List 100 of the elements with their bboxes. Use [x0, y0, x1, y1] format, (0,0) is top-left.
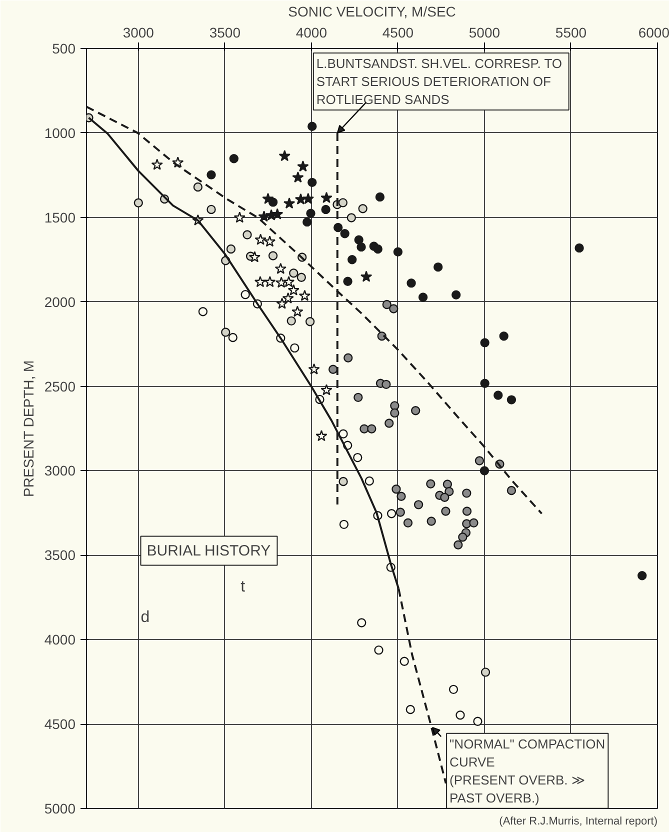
- point: [474, 456, 484, 466]
- x-tick-label: 4000: [296, 24, 328, 40]
- y-tick-label: 2000: [44, 294, 76, 310]
- point: [442, 480, 452, 489]
- point: [282, 292, 294, 304]
- point: [234, 212, 246, 223]
- point: [382, 300, 392, 310]
- point: [340, 229, 350, 238]
- point: [414, 500, 424, 510]
- point: [480, 466, 490, 476]
- point: [338, 476, 348, 486]
- point: [456, 710, 465, 720]
- point: [389, 304, 398, 314]
- point: [242, 230, 252, 240]
- point: [373, 244, 382, 254]
- point: [328, 364, 338, 374]
- y-tick-label: 4500: [44, 716, 76, 732]
- point: [206, 204, 216, 214]
- point: [282, 276, 295, 288]
- point: [462, 488, 472, 498]
- point: [375, 192, 385, 202]
- point: [357, 618, 366, 628]
- annotation: d: [140, 609, 150, 626]
- point: [469, 518, 478, 528]
- point: [302, 217, 312, 227]
- point: [480, 378, 490, 388]
- point: [458, 532, 468, 542]
- point: [384, 418, 394, 428]
- point: [283, 197, 296, 209]
- point: [426, 479, 436, 488]
- point: [297, 160, 309, 172]
- point: [444, 486, 454, 496]
- point: [134, 198, 144, 208]
- y-tick-label: 5000: [44, 800, 76, 816]
- point: [338, 198, 348, 208]
- point: [278, 150, 290, 162]
- x-axis-title: SONIC VELOCITY, M/SEC: [288, 4, 456, 20]
- point: [448, 684, 458, 694]
- point: [288, 284, 300, 296]
- x-tick-label: 6000: [638, 24, 669, 40]
- point: [221, 328, 230, 337]
- point: [298, 290, 311, 301]
- point: [193, 182, 203, 192]
- point: [338, 429, 348, 438]
- point: [638, 571, 647, 580]
- point: [228, 332, 238, 342]
- point: [480, 668, 490, 677]
- point: [320, 384, 332, 396]
- point: [343, 276, 352, 286]
- point: [367, 424, 376, 434]
- point: [276, 298, 288, 309]
- text: (After R.J.Murris, Internal report): [499, 816, 658, 828]
- y-tick-label: 2500: [44, 378, 76, 394]
- point: [418, 292, 428, 302]
- point: [262, 192, 274, 204]
- point: [264, 276, 276, 288]
- point: [339, 520, 349, 530]
- point: [499, 332, 508, 341]
- point: [292, 171, 304, 183]
- point: [392, 484, 401, 494]
- point: [506, 486, 516, 496]
- point: [374, 645, 384, 655]
- point: [356, 242, 366, 252]
- point: [360, 424, 369, 434]
- point: [473, 716, 482, 726]
- point: [403, 518, 413, 528]
- x-tick-label: 4500: [382, 24, 414, 40]
- point: [296, 272, 306, 282]
- point: [396, 492, 406, 501]
- point: [406, 278, 416, 288]
- point: [248, 251, 261, 262]
- point: [254, 276, 266, 288]
- point: [434, 262, 443, 272]
- y-tick-label: 1000: [44, 124, 76, 141]
- point: [480, 338, 490, 348]
- point: [226, 244, 236, 254]
- point: [348, 255, 357, 264]
- annotation: "NORMAL" COMPACTION CURVE (PRESENT OVERB. ≫ PAST OVERB.): [450, 736, 606, 806]
- point: [451, 290, 461, 300]
- point: [390, 408, 400, 418]
- annotation: t: [240, 578, 246, 596]
- point: [346, 213, 356, 222]
- point: [289, 268, 298, 278]
- point: [240, 290, 250, 300]
- point: [358, 204, 368, 214]
- point: [308, 122, 317, 131]
- point: [440, 492, 450, 502]
- point: [506, 395, 516, 404]
- point: [353, 452, 362, 462]
- point: [272, 208, 284, 220]
- x-tick-label: 5000: [468, 24, 500, 40]
- point: [206, 170, 216, 180]
- point: [306, 208, 316, 218]
- point: [411, 406, 420, 416]
- point: [198, 307, 208, 316]
- point: [393, 247, 403, 256]
- y-tick-label: 3000: [44, 462, 76, 479]
- point: [268, 251, 278, 260]
- point: [254, 234, 266, 245]
- point: [364, 476, 374, 486]
